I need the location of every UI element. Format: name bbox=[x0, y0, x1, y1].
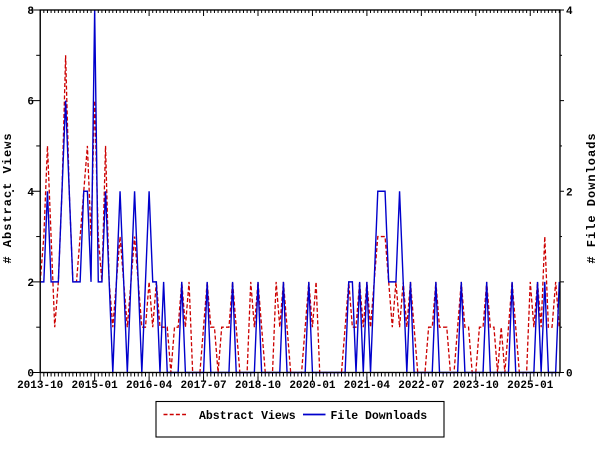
svg-text:2015-01: 2015-01 bbox=[72, 380, 119, 392]
svg-text:File Downloads: File Downloads bbox=[331, 410, 428, 423]
svg-text:8: 8 bbox=[27, 6, 34, 18]
svg-text:2020-01: 2020-01 bbox=[289, 380, 336, 392]
svg-text:Abstract Views: Abstract Views bbox=[199, 410, 296, 423]
svg-text:2016-04: 2016-04 bbox=[126, 380, 173, 392]
svg-text:2022-07: 2022-07 bbox=[398, 380, 444, 392]
svg-text:2023-10: 2023-10 bbox=[453, 380, 499, 392]
svg-text:2017-07: 2017-07 bbox=[180, 380, 226, 392]
svg-text:2: 2 bbox=[566, 187, 573, 199]
svg-text:2018-10: 2018-10 bbox=[235, 380, 281, 392]
svg-text:2: 2 bbox=[27, 278, 34, 290]
svg-text:2021-04: 2021-04 bbox=[344, 380, 391, 392]
svg-text:4: 4 bbox=[27, 187, 34, 199]
svg-text:0: 0 bbox=[27, 369, 34, 381]
svg-text:2013-10: 2013-10 bbox=[17, 380, 63, 392]
svg-text:2025-01: 2025-01 bbox=[507, 380, 554, 392]
svg-text:0: 0 bbox=[566, 369, 573, 381]
svg-text:4: 4 bbox=[566, 6, 573, 18]
svg-text:6: 6 bbox=[27, 97, 34, 109]
